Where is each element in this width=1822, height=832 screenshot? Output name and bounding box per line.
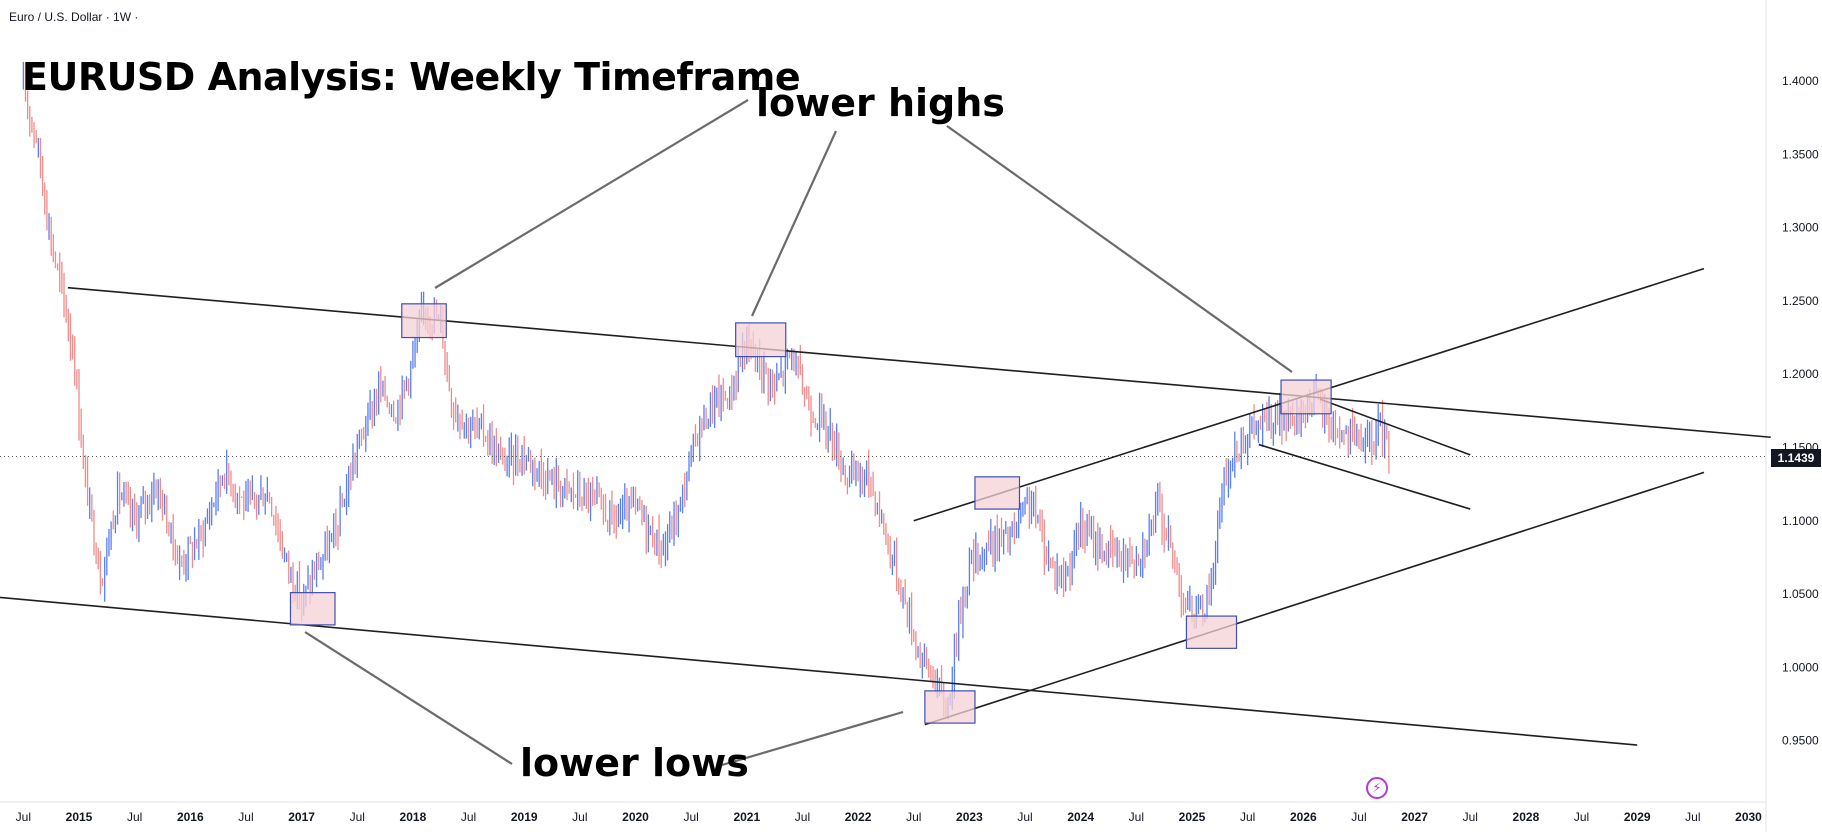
time-tick-label: 2022: [845, 810, 872, 824]
time-tick-label: 2027: [1401, 810, 1428, 824]
time-tick-label: Jul: [1574, 810, 1589, 824]
trendline-2: [0, 596, 1638, 746]
time-tick-label: 2020: [622, 810, 649, 824]
highlight-box-1: [401, 303, 447, 339]
highlight-box-3: [924, 690, 976, 724]
time-tick-label: Jul: [906, 810, 921, 824]
time-tick-label: 2024: [1067, 810, 1094, 824]
time-tick-label: 2015: [66, 810, 93, 824]
highlight-box-4: [974, 476, 1021, 510]
pointer-line-5: [721, 710, 904, 767]
pointer-line-1: [434, 99, 749, 289]
time-tick-label: Jul: [1129, 810, 1144, 824]
time-tick-label: Jul: [461, 810, 476, 824]
symbol-label[interactable]: Euro / U.S. Dollar · 1W ·: [9, 10, 139, 24]
time-tick-label: 2018: [400, 810, 427, 824]
time-tick-label: Jul: [1351, 810, 1366, 824]
time-tick-label: Jul: [572, 810, 587, 824]
time-tick-label: 2026: [1290, 810, 1317, 824]
time-tick-label: 2016: [177, 810, 204, 824]
price-tick-label: 1.4000: [1782, 74, 1819, 88]
price-tick-label: 1.0000: [1782, 660, 1819, 674]
time-tick-label: Jul: [1685, 810, 1700, 824]
highlight-box-2: [735, 322, 787, 358]
time-tick-label: Jul: [683, 810, 698, 824]
time-tick-label: 2025: [1179, 810, 1206, 824]
highlight-box-7: [1280, 379, 1332, 415]
time-tick-label: Jul: [795, 810, 810, 824]
time-tick-label: 2017: [288, 810, 315, 824]
pointer-line-3: [946, 125, 1293, 373]
time-tick-label: Jul: [238, 810, 253, 824]
price-tick-label: 1.3500: [1782, 147, 1819, 161]
highlight-box-6: [1185, 615, 1238, 649]
pointer-line-4: [304, 631, 513, 765]
price-tick-label: 1.2000: [1782, 367, 1819, 381]
price-tick-label: 0.9500: [1782, 734, 1819, 748]
price-tick-label: 1.1000: [1782, 514, 1819, 528]
price-tick-label: 1.0500: [1782, 587, 1819, 601]
time-tick-label: 2019: [511, 810, 538, 824]
lightning-bolt-icon[interactable]: ⚡: [1366, 777, 1388, 799]
chart-title: EURUSD Analysis: Weekly Timeframe: [22, 55, 801, 99]
time-tick-label: 2021: [733, 810, 760, 824]
trendline-6: [1319, 398, 1471, 456]
time-tick-label: Jul: [16, 810, 31, 824]
trendline-1: [67, 286, 1771, 439]
time-tick-label: Jul: [127, 810, 142, 824]
time-tick-label: 2023: [956, 810, 983, 824]
time-tick-label: Jul: [1463, 810, 1478, 824]
time-tick-label: 2028: [1513, 810, 1540, 824]
time-tick-label: Jul: [1240, 810, 1255, 824]
price-tick-label: 1.2500: [1782, 294, 1819, 308]
time-tick-label: Jul: [1017, 810, 1032, 824]
trendline-3: [924, 471, 1705, 726]
annotation-lower-lows: lower lows: [520, 741, 749, 785]
last-price-badge: 1.1439: [1771, 449, 1821, 467]
highlight-box-5: [289, 592, 336, 626]
time-tick-label: Jul: [350, 810, 365, 824]
annotation-lower-highs: lower highs: [756, 81, 1005, 125]
price-tick-label: 1.3000: [1782, 221, 1819, 235]
time-tick-label: 2029: [1624, 810, 1651, 824]
trendline-5: [1258, 443, 1471, 510]
pointer-line-2: [750, 130, 838, 317]
time-tick-label: 2030: [1735, 810, 1762, 824]
